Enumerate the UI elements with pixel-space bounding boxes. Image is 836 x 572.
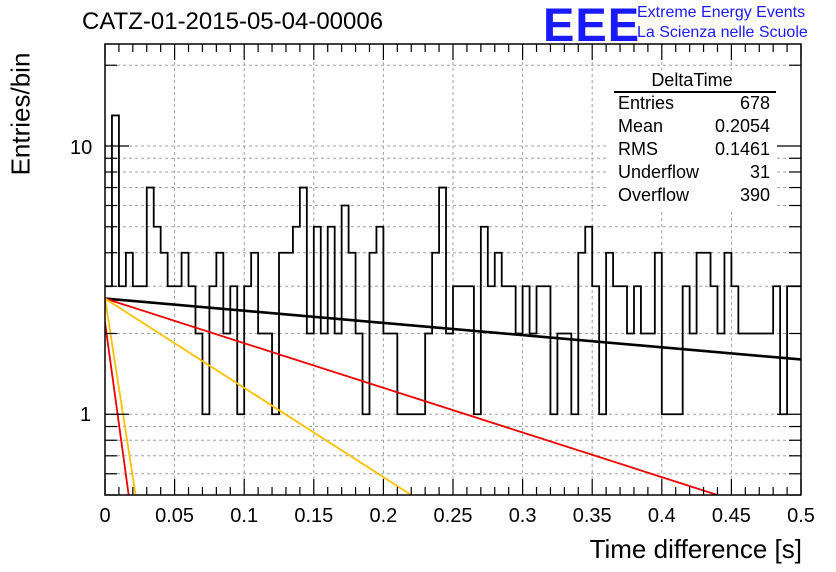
stats-box: DeltaTime Entries 678 Mean 0.2054 RMS 0.…: [608, 70, 776, 212]
stats-value: 0.1461: [714, 139, 770, 159]
histogram-bin: [543, 286, 550, 495]
stats-rule: [614, 91, 776, 93]
x-tick-label: 0.35: [573, 505, 612, 527]
histogram-bin: [495, 253, 502, 495]
logo-line-1: Extreme Energy Events: [637, 4, 806, 21]
histogram-bin: [655, 253, 662, 495]
histogram-bin: [439, 188, 446, 495]
histogram-bin: [481, 227, 488, 495]
histogram-bin: [578, 253, 585, 495]
histogram-bin: [286, 253, 293, 495]
stats-value: 390: [739, 185, 770, 205]
histogram-bin: [731, 286, 738, 495]
x-tick-label: 0.15: [294, 505, 333, 527]
histogram-bin: [140, 286, 147, 495]
stats-label: Underflow: [618, 162, 700, 182]
histogram-bars: [105, 114, 801, 495]
histogram-bin: [683, 286, 690, 495]
histogram-bin: [502, 286, 509, 495]
histogram-bin: [606, 253, 613, 495]
histogram-bin: [209, 286, 216, 495]
histogram-bin: [509, 286, 516, 495]
histogram-bin: [182, 253, 189, 495]
fit-curve-0: [105, 297, 801, 361]
stats-value: 31: [749, 162, 770, 182]
page-title: CATZ-01-2015-05-04-00006: [82, 8, 384, 35]
histogram-bin: [460, 286, 467, 495]
histogram-bin: [467, 286, 474, 495]
stats-label: Entries: [618, 93, 675, 113]
histogram-bin: [697, 253, 704, 495]
histogram-bin: [634, 286, 641, 495]
x-tick-label: 0.4: [648, 505, 676, 527]
histogram-bin: [432, 253, 439, 495]
x-axis-label: Time difference [s]: [589, 534, 802, 564]
stats-label: RMS: [618, 139, 658, 159]
stats-row-rms: RMS 0.1461: [618, 139, 770, 161]
y-tick-label-1: 1: [80, 404, 92, 426]
x-tick-label: 0.05: [155, 505, 194, 527]
x-tick-labels: 0 0.05 0.1 0.15 0.2 0.25 0.3 0.35 0.4 0.45 0.5: [99, 505, 814, 527]
histogram-bin: [189, 286, 196, 495]
histogram-bin: [369, 253, 376, 495]
histogram-bin: [704, 253, 711, 495]
histogram-bin: [592, 286, 599, 495]
stats-row-entries: Entries 678: [618, 93, 770, 115]
histogram-bin: [787, 286, 794, 495]
histogram-bin: [230, 286, 237, 495]
histogram-bin: [314, 227, 321, 495]
histogram-bin: [724, 253, 731, 495]
fit-curve-1: [105, 297, 718, 495]
histogram-bin: [328, 227, 335, 495]
y-axis-label-text: Entries/bin: [5, 52, 36, 176]
stats-value: 678: [739, 93, 770, 113]
histogram-bin: [300, 188, 307, 495]
fit-curve-2: [105, 297, 412, 495]
y-tick-label-10: 10: [70, 137, 93, 159]
logo-line-2: La Scienza nelle Scuole: [637, 24, 808, 41]
fit-curve-3: [105, 322, 130, 495]
x-tick-label: 0.1: [230, 505, 258, 527]
eee-logo: EEE: [543, 0, 641, 51]
x-tick-label: 0: [99, 505, 110, 527]
histogram-bin: [453, 286, 460, 495]
histogram-bin: [175, 286, 182, 495]
x-tick-label: 0.2: [369, 505, 397, 527]
histogram-bin: [523, 286, 530, 495]
stats-value: 0.2054: [714, 116, 770, 136]
axis-ticks: [104, 44, 802, 496]
stats-label: Mean: [618, 116, 664, 136]
stats-title: DeltaTime: [651, 70, 733, 90]
histogram-bin: [147, 188, 154, 495]
stats-label: Overflow: [618, 185, 690, 205]
histogram-bin: [161, 253, 168, 495]
histogram-bin: [711, 286, 718, 495]
histogram-bin: [279, 253, 286, 495]
histogram-bin: [168, 286, 175, 495]
histogram-outline: [105, 114, 801, 416]
x-tick-label: 0.3: [509, 505, 537, 527]
histogram-bin: [251, 253, 258, 495]
stats-row-overflow: Overflow 390: [618, 185, 770, 207]
histogram-bin: [794, 286, 801, 495]
x-tick-label: 0.25: [434, 505, 473, 527]
histogram-bin: [488, 286, 495, 495]
y-axis-label: Entries/bin: [4, 44, 38, 184]
x-tick-label: 0.45: [712, 505, 751, 527]
stats-row-underflow: Underflow 31: [618, 162, 770, 184]
histogram-bin: [376, 227, 383, 495]
fit-curve-4: [105, 298, 137, 495]
histogram-bin: [537, 286, 544, 495]
histogram-bin: [154, 227, 161, 495]
histogram-bin: [773, 286, 780, 495]
fit-curves: [105, 297, 801, 495]
stats-row-mean: Mean 0.2054: [618, 116, 770, 138]
x-tick-label: 0.5: [787, 505, 815, 527]
